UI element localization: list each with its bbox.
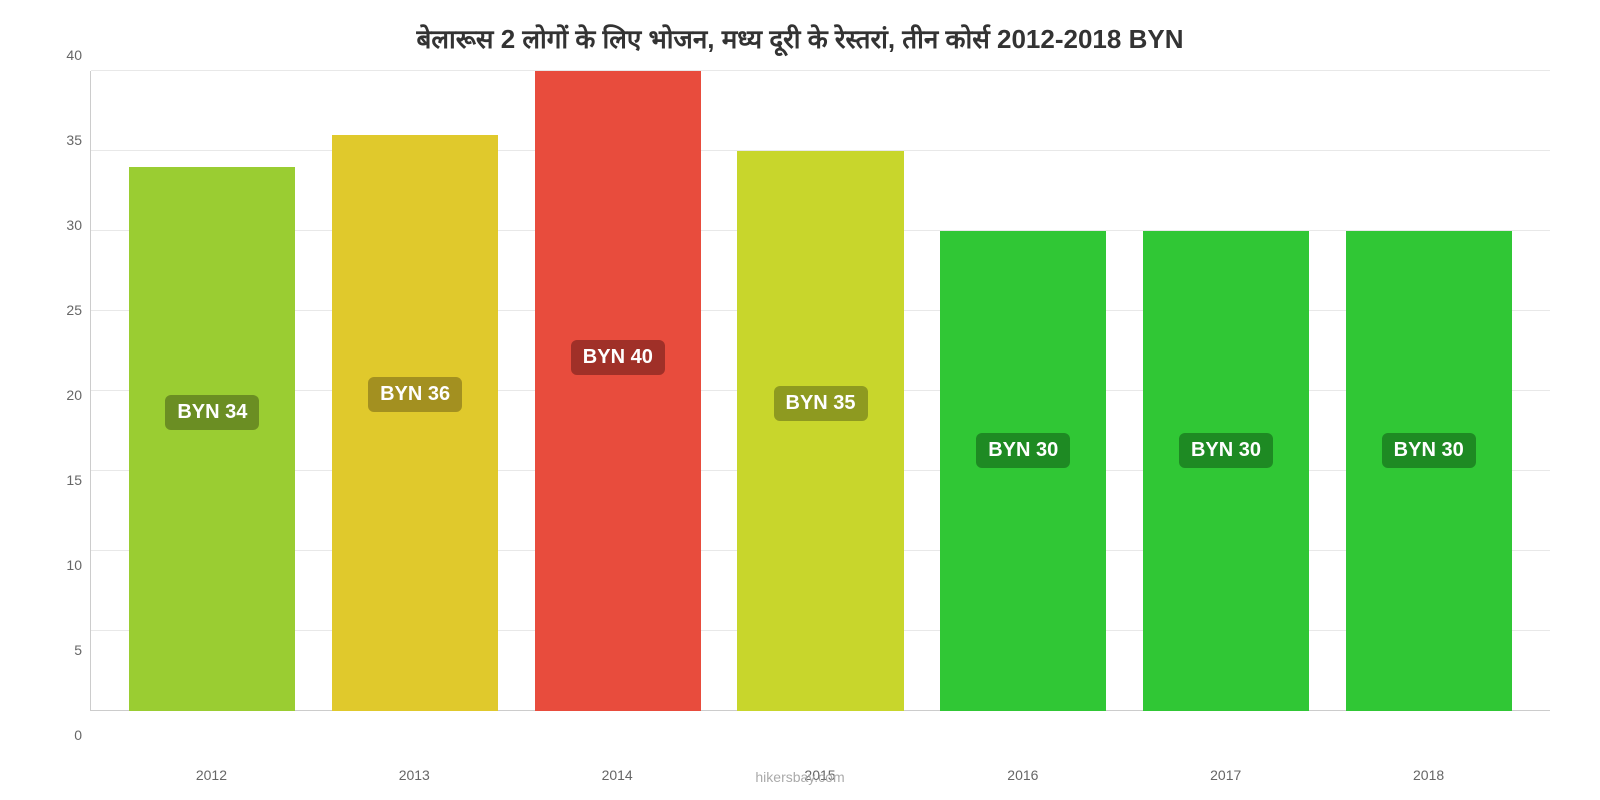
bar: BYN 30 bbox=[1346, 231, 1512, 711]
y-tick: 15 bbox=[66, 472, 82, 488]
bar-wrapper: BYN 30 bbox=[1125, 71, 1328, 711]
plot-area: BYN 34 BYN 36 BYN 40 BYN 35 BYN 30 BYN 30 BYN … bbox=[90, 71, 1550, 711]
bar: BYN 34 bbox=[129, 167, 295, 711]
x-tick: 2013 bbox=[313, 767, 516, 783]
y-tick: 5 bbox=[74, 642, 82, 658]
x-tick: 2014 bbox=[516, 767, 719, 783]
bar-wrapper: BYN 30 bbox=[1327, 71, 1530, 711]
bar-wrapper: BYN 34 bbox=[111, 71, 314, 711]
bar-value-label: BYN 30 bbox=[976, 433, 1070, 468]
chart-title: बेलारूस 2 लोगों के लिए भोजन, मध्य दूरी क… bbox=[417, 20, 1184, 56]
y-tick: 30 bbox=[66, 217, 82, 233]
y-tick: 20 bbox=[66, 387, 82, 403]
y-tick: 25 bbox=[66, 302, 82, 318]
y-tick: 0 bbox=[74, 727, 82, 743]
bar-wrapper: BYN 36 bbox=[314, 71, 517, 711]
x-tick: 2017 bbox=[1124, 767, 1327, 783]
bar-value-label: BYN 35 bbox=[774, 386, 868, 421]
bars-container: BYN 34 BYN 36 BYN 40 BYN 35 BYN 30 BYN 30 BYN … bbox=[91, 71, 1550, 711]
bar: BYN 40 bbox=[535, 71, 701, 711]
bar-value-label: BYN 30 bbox=[1179, 433, 1273, 468]
bar-value-label: BYN 30 bbox=[1382, 433, 1476, 468]
y-tick: 10 bbox=[66, 557, 82, 573]
bar-value-label: BYN 36 bbox=[368, 377, 462, 412]
bar: BYN 30 bbox=[1143, 231, 1309, 711]
x-tick: 2016 bbox=[921, 767, 1124, 783]
bar: BYN 36 bbox=[332, 135, 498, 711]
bar-value-label: BYN 40 bbox=[571, 340, 665, 375]
bar-wrapper: BYN 40 bbox=[516, 71, 719, 711]
y-axis: 0 5 10 15 20 25 30 35 40 bbox=[50, 71, 90, 751]
bar-wrapper: BYN 35 bbox=[719, 71, 922, 711]
bar-value-label: BYN 34 bbox=[165, 395, 259, 430]
chart-container: 0 5 10 15 20 25 30 35 40 BYN 34BYN 36BYN… bbox=[50, 71, 1550, 751]
y-tick: 40 bbox=[66, 47, 82, 63]
x-tick: 2012 bbox=[110, 767, 313, 783]
bar: BYN 30 bbox=[940, 231, 1106, 711]
bar-wrapper: BYN 30 bbox=[922, 71, 1125, 711]
x-tick: 2018 bbox=[1327, 767, 1530, 783]
y-tick: 35 bbox=[66, 132, 82, 148]
source-label: hikersbay.com bbox=[755, 769, 844, 785]
bar: BYN 35 bbox=[737, 151, 903, 711]
